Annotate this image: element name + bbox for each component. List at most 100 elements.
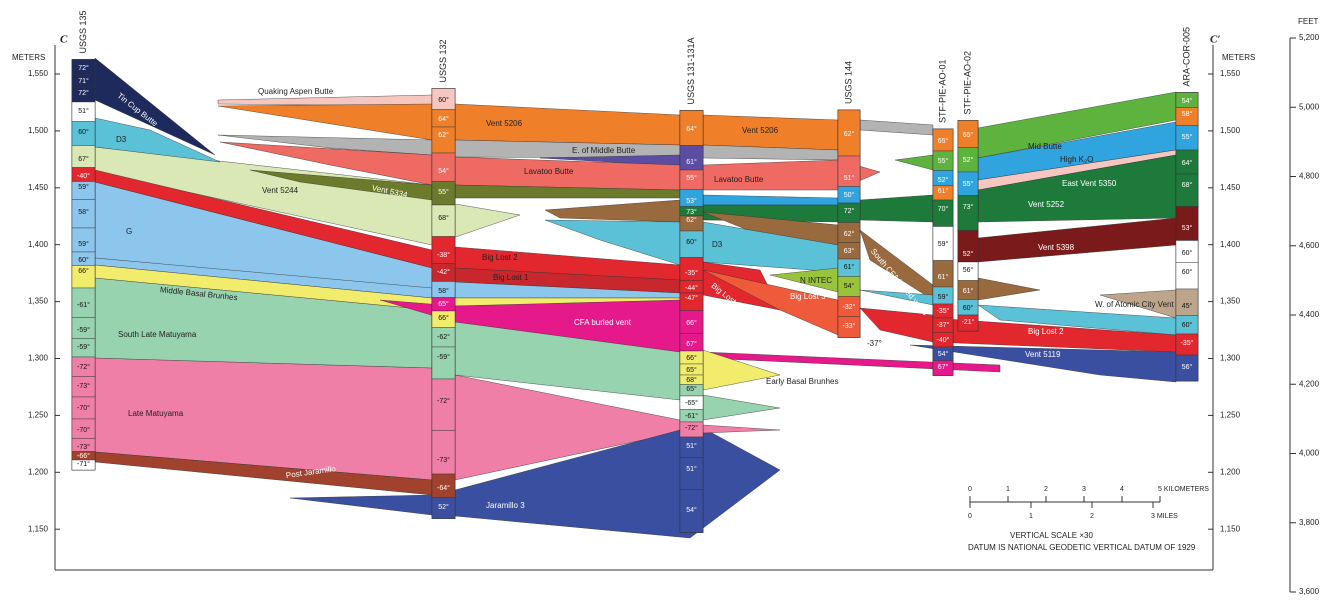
- meters-tick-label: 1,400: [28, 240, 49, 249]
- well-name: STF-PIE-AO-01: [937, 59, 947, 123]
- meters-tick-label: 1,450: [28, 183, 49, 192]
- meters-tick-label: 1,350: [1220, 297, 1241, 306]
- inclination: -40°: [937, 336, 950, 344]
- unit-label: Big Lost 1: [493, 273, 529, 282]
- inclination: 59°: [78, 240, 89, 248]
- unit-label: D3: [712, 240, 723, 249]
- inclination: 54°: [686, 506, 697, 514]
- inclination: 68°: [438, 214, 449, 222]
- inclination: 52°: [938, 176, 949, 184]
- rock-unit: [909, 344, 1177, 383]
- rock-unit: [702, 424, 781, 434]
- unit-label: Mid Butte: [1028, 142, 1062, 151]
- well-interval: [837, 155, 861, 187]
- inclination: 64°: [438, 115, 449, 123]
- well: 64° 61° 55° 53° 73°62° 60° -35° -44° -47° 66° 67° 6…: [679, 37, 704, 533]
- inclination: -47°: [685, 294, 698, 302]
- inclination: 52°: [438, 503, 449, 511]
- feet-tick-label: 5,000: [1299, 102, 1320, 111]
- well-interval: [957, 314, 979, 332]
- meters-tick-label: 1,150: [1220, 524, 1241, 533]
- inclination: -73°: [77, 382, 90, 390]
- inclination: -35°: [1181, 339, 1194, 347]
- well-name: USGS 131-131A: [686, 37, 696, 104]
- inclination: 51°: [686, 442, 697, 450]
- feet-tick-label: 4,400: [1299, 310, 1320, 319]
- feet-tick-label: 4,200: [1299, 379, 1320, 388]
- inclination: -61°: [685, 412, 698, 420]
- inclination: -40°: [77, 172, 90, 180]
- unit-label: W. of Atomic City Vent: [1095, 300, 1174, 309]
- unit-label: High K₂O: [1060, 155, 1093, 164]
- inclination: 60°: [1182, 321, 1193, 329]
- inclination: 53°: [686, 197, 697, 205]
- feet-tick-label: 4,600: [1299, 241, 1320, 250]
- rock-unit: [859, 194, 934, 223]
- well-interval: [957, 195, 979, 231]
- inclination: -59°: [77, 326, 90, 334]
- inclination: 72°: [78, 64, 89, 72]
- unit-label: Vent 5244: [262, 186, 299, 195]
- meters-tick-label: 1,350: [28, 297, 49, 306]
- inclination: 62°: [438, 131, 449, 139]
- meters-tick-label: 1,250: [28, 411, 49, 420]
- rock-unit: [894, 154, 934, 171]
- inclination: -73°: [77, 443, 90, 451]
- inclination: 72°: [844, 207, 855, 215]
- inclination: 55°: [686, 174, 697, 182]
- meters-tick-label: 1,300: [1220, 354, 1241, 363]
- inclination: -71°: [77, 460, 90, 468]
- unit-label: Big Lost 2: [1028, 327, 1064, 336]
- unit-label: D3: [116, 135, 127, 144]
- inclination: -32°: [843, 303, 856, 311]
- well: 65° 55° 52° 61° 70° 59° 61° 59° -35° -37° -40° 54° 6…: [932, 59, 954, 376]
- well: 65° 52° 55° 73° 52° 56° 61° 60° -21° STF-PIE-AO-0…: [957, 51, 979, 332]
- rock-unit: [859, 229, 934, 301]
- inclination: 64°: [1182, 159, 1193, 167]
- datum-note: DATUM IS NATIONAL GEODETIC VERTICAL DATU…: [968, 543, 1196, 552]
- inclination: 64°: [686, 125, 697, 133]
- unit-label: Quaking Aspen Butte: [258, 87, 334, 96]
- inclination: -72°: [437, 397, 450, 405]
- inclination: 66°: [686, 319, 697, 327]
- inclination: 54°: [938, 350, 949, 358]
- km-tick-label: 4: [1120, 486, 1124, 493]
- unit-label: Big Lost 3: [790, 292, 826, 301]
- inclination: -61°: [77, 301, 90, 309]
- meters-title-right: METERS: [1222, 53, 1255, 62]
- inclination: 60°: [686, 238, 697, 246]
- inclination: 68°: [1182, 181, 1193, 189]
- mile-tick-label: 3 MILES: [1151, 513, 1178, 520]
- inclination: -42°: [437, 268, 450, 276]
- well-interval: [1175, 173, 1199, 207]
- meters-tick-label: 1,550: [1220, 69, 1241, 78]
- inclination: 73°: [963, 203, 974, 211]
- well-interval: [932, 199, 954, 227]
- inclination: 61°: [938, 187, 949, 195]
- inclination: 58°: [1182, 110, 1193, 118]
- inclination: 62°: [686, 216, 697, 224]
- rock-unit: [702, 394, 781, 421]
- unit-label: Lavatoo Butte: [524, 167, 574, 176]
- rock-unit: [544, 199, 681, 223]
- unit-label: Big Lost 2: [482, 253, 518, 262]
- unit-label: -37°: [867, 339, 882, 348]
- inclination: -21°: [962, 318, 975, 326]
- inclination: 67°: [938, 363, 949, 371]
- well-interval: [1175, 354, 1199, 382]
- inclination: 50°: [844, 191, 855, 199]
- mile-tick-label: 0: [968, 513, 972, 520]
- well-interval: [1175, 206, 1199, 241]
- inclination: -38°: [437, 251, 450, 259]
- rock-unit: [977, 277, 1041, 301]
- inclination: 56°: [963, 266, 974, 274]
- inclination: 53°: [1182, 224, 1193, 232]
- well-interval: [679, 457, 704, 490]
- inclination: 55°: [963, 180, 974, 188]
- inclination: 55°: [938, 157, 949, 165]
- inclination: -33°: [843, 322, 856, 330]
- unit-label: Late Matuyama: [128, 409, 184, 418]
- inclination: -64°: [437, 484, 450, 492]
- feet-tick-label: 3,600: [1299, 587, 1320, 596]
- inclination: -65°: [685, 399, 698, 407]
